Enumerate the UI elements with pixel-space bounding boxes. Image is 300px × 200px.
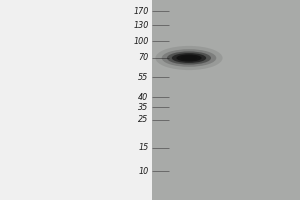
Text: 170: 170 (133, 6, 148, 16)
Ellipse shape (155, 46, 223, 70)
Text: 70: 70 (138, 53, 148, 62)
Ellipse shape (162, 49, 216, 67)
Text: 100: 100 (133, 36, 148, 46)
Text: 35: 35 (138, 102, 148, 112)
Ellipse shape (176, 54, 202, 62)
Bar (152, 0, 300, 200)
Text: 130: 130 (133, 21, 148, 29)
Text: 40: 40 (138, 92, 148, 102)
Ellipse shape (181, 56, 197, 60)
Text: 15: 15 (138, 144, 148, 152)
Ellipse shape (167, 51, 211, 65)
Text: 25: 25 (138, 116, 148, 124)
Text: 10: 10 (138, 166, 148, 176)
Text: 55: 55 (138, 72, 148, 82)
Ellipse shape (172, 53, 206, 63)
